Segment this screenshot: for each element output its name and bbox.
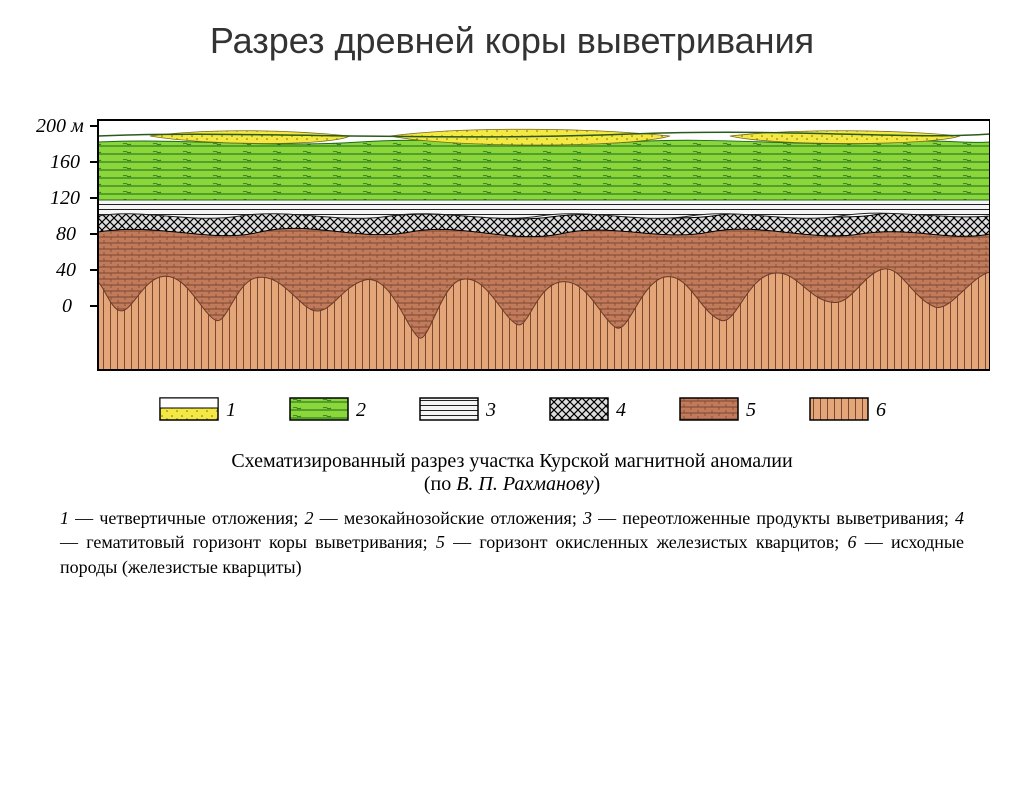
axis-label-80: 80: [56, 223, 76, 245]
axis-label-120: 120: [50, 187, 80, 209]
legend-description: 1 — четвертичные отложения; 2 — мезокайн…: [60, 506, 964, 579]
subtitle-prefix: (по: [424, 473, 456, 495]
layer-2: [98, 140, 990, 200]
leg-1: четвертичные отложения: [99, 508, 293, 528]
svg-text:6: 6: [876, 399, 886, 421]
subtitle-line1: Схематизированный разрез участка Курской…: [231, 450, 792, 472]
page-title: Разрез древней коры выветривания: [0, 20, 1024, 62]
leg-4: гематитовый горизонт коры выветривания: [86, 532, 422, 552]
cross-section-diagram: 200 м 160 120 80 40 0: [30, 102, 994, 432]
swatch-1: 1: [160, 398, 236, 421]
svg-text:1: 1: [226, 399, 236, 421]
axis-label-0: 0: [62, 295, 72, 317]
axis-label-160: 160: [50, 151, 80, 173]
svg-text:4: 4: [616, 399, 626, 421]
svg-text:3: 3: [485, 399, 496, 421]
y-axis: 200 м 160 120 80 40 0: [36, 115, 84, 317]
leg-3: переотложенные продукты выветривания: [622, 508, 943, 528]
strata-group: [98, 129, 990, 372]
swatch-6: 6: [810, 398, 886, 421]
subtitle: Схематизированный разрез участка Курской…: [60, 450, 964, 496]
layer-3: [98, 198, 990, 218]
axis-label-200: 200 м: [36, 115, 84, 137]
leg-5: горизонт окисленных железистых кварцитов: [479, 532, 834, 552]
swatch-2: 2: [290, 398, 366, 421]
subtitle-author: В. П. Рахманову: [456, 473, 593, 495]
swatch-4: 4: [550, 398, 626, 421]
svg-text:2: 2: [356, 399, 366, 421]
legend-swatches: 1 2 3 4 5 6: [160, 398, 886, 421]
axis-label-40: 40: [56, 259, 76, 281]
svg-text:5: 5: [746, 399, 756, 421]
subtitle-suffix: ): [593, 473, 600, 495]
swatch-5: 5: [680, 398, 756, 421]
leg-2: мезокайнозойские отложения: [344, 508, 572, 528]
swatch-3: 3: [420, 398, 496, 421]
